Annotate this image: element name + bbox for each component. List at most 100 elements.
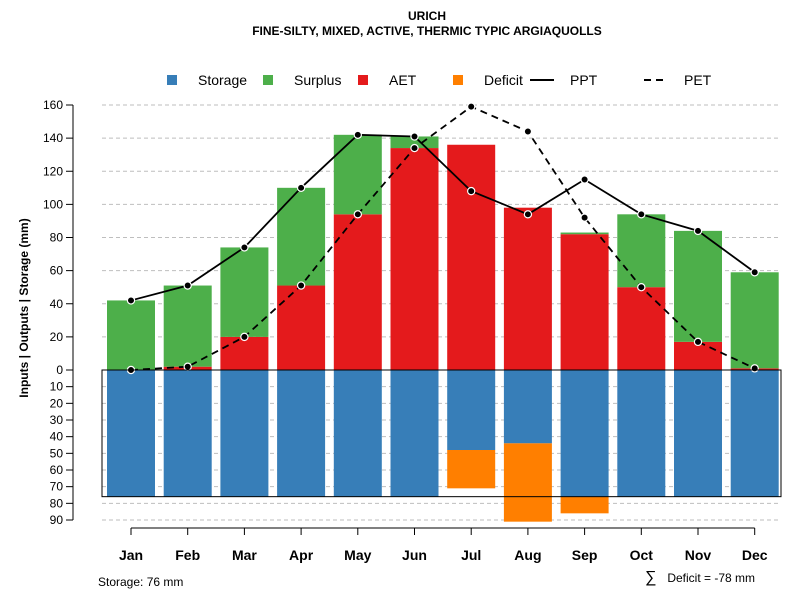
ppt-point (126, 296, 136, 305)
bar-storage-sep (560, 370, 609, 497)
chart-subtitle: FINE-SILTY, MIXED, ACTIVE, THERMIC TYPIC… (252, 24, 602, 38)
bar-aet-aug (503, 207, 552, 370)
pet-line (130, 105, 756, 371)
ppt-point (580, 175, 589, 184)
axes: 0 20 40 60 80 100 120 140 160 10 20 30 40 50 60 70 80 90 J… (43, 98, 782, 563)
series-lines (126, 102, 759, 375)
y-tick-label: 40 (50, 430, 64, 444)
bar-aet-jun (390, 148, 439, 370)
bar-storage-mar (220, 370, 269, 497)
bar-surplus-nov (674, 230, 722, 342)
bar-aet-sep (560, 234, 609, 370)
legend-swatch-storage (167, 75, 177, 85)
y-tick-label: 40 (50, 297, 64, 311)
pet-point (183, 362, 192, 371)
pet-point (523, 127, 533, 136)
bar-aet-mar (220, 336, 269, 370)
ppt-point (693, 226, 703, 236)
y-tick-label: 10 (50, 380, 64, 394)
y-tick-label: 100 (43, 197, 63, 211)
pet-point (580, 213, 589, 222)
legend-swatch-deficit (453, 75, 463, 85)
bar-surplus-sep (560, 232, 609, 235)
chart-title: URICH (408, 9, 446, 23)
bar-storage-jun (390, 370, 439, 497)
bar-surplus-apr (277, 187, 326, 286)
legend-swatch-surplus (263, 75, 273, 85)
ppt-point (750, 268, 759, 277)
ppt-point (467, 186, 476, 196)
pet-point (637, 282, 646, 292)
bar-surplus-oct (617, 214, 666, 288)
x-tick-label-jul: Jul (461, 547, 481, 563)
bar-aet-nov (674, 341, 722, 370)
legend-label-storage: Storage (198, 72, 247, 88)
bar-storage-aug (503, 370, 552, 444)
bar-storage-apr (277, 370, 326, 497)
bars (107, 134, 779, 522)
bar-deficit-jul (447, 450, 496, 489)
x-tick-label-dec: Dec (742, 547, 768, 563)
pet-point (693, 337, 703, 347)
bar-storage-oct (617, 370, 666, 497)
deficit-note: Deficit = -78 mm (667, 571, 755, 585)
legend-label-surplus: Surplus (294, 72, 341, 88)
deficit-symbol: ∑ (645, 569, 656, 586)
bar-surplus-jan (107, 300, 155, 370)
bar-aet-may (333, 214, 382, 370)
x-tick-label-apr: Apr (289, 547, 314, 563)
pet-point (353, 210, 362, 219)
bar-storage-jan (107, 370, 155, 497)
x-tick-label-feb: Feb (175, 547, 200, 563)
x-tick-label-mar: Mar (232, 547, 257, 563)
y-tick-label: 20 (50, 330, 64, 344)
ppt-point (183, 281, 192, 290)
pet-point (296, 281, 306, 290)
legend-label-pet: PET (684, 72, 712, 88)
x-tick-label-jan: Jan (119, 547, 143, 563)
bar-storage-may (333, 370, 382, 497)
bar-surplus-mar (220, 247, 269, 337)
x-tick-label-aug: Aug (514, 547, 541, 563)
y-tick-label: 30 (50, 413, 64, 427)
y-tick-label: 80 (50, 231, 64, 245)
bar-deficit-sep (560, 496, 609, 514)
y-tick-label: 0 (56, 363, 63, 377)
ppt-point (353, 130, 362, 140)
bar-storage-feb (163, 370, 212, 497)
y-tick-label: 70 (50, 480, 64, 494)
legend-label-deficit: Deficit (484, 72, 523, 88)
y-tick-label: 80 (50, 496, 64, 510)
ppt-point (240, 243, 249, 252)
bar-surplus-jun (390, 136, 439, 149)
y-tick-label: 140 (43, 131, 63, 145)
bar-aet-apr (277, 285, 326, 370)
pet-point (410, 143, 419, 153)
y-tick-label: 60 (50, 264, 64, 278)
bar-aet-jul (447, 144, 496, 370)
gridlines (102, 104, 781, 521)
legend-label-ppt: PPT (570, 72, 598, 88)
pet-point (240, 332, 249, 342)
ppt-line (130, 133, 756, 302)
pet-point (467, 102, 476, 111)
ppt-point (637, 210, 646, 219)
bar-storage-dec (730, 370, 779, 497)
x-tick-label-may: May (344, 547, 371, 563)
y-tick-label: 20 (50, 396, 64, 410)
y-tick-label: 160 (43, 98, 63, 112)
y-tick-label: 50 (50, 446, 64, 460)
legend-label-aet: AET (389, 72, 417, 88)
storage-note: Storage: 76 mm (98, 575, 183, 589)
ppt-point (296, 183, 306, 193)
y-tick-label: 120 (43, 164, 63, 178)
y-tick-label: 90 (50, 513, 64, 527)
bar-deficit-aug (503, 443, 552, 522)
legend-swatch-aet (358, 75, 368, 85)
x-tick-label-jun: Jun (402, 547, 427, 563)
bar-aet-oct (617, 287, 666, 370)
bar-storage-nov (674, 370, 722, 497)
bar-storage-jul (447, 370, 496, 450)
bar-surplus-dec (730, 272, 779, 369)
